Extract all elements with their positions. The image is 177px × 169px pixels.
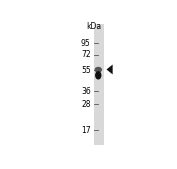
Text: 36: 36 — [81, 87, 91, 96]
Text: 72: 72 — [81, 50, 91, 59]
Bar — [94, 24, 104, 145]
Ellipse shape — [95, 71, 101, 80]
Text: 55: 55 — [81, 66, 91, 75]
Text: kDa: kDa — [86, 22, 101, 31]
Polygon shape — [107, 65, 113, 74]
Text: 17: 17 — [81, 126, 91, 135]
Text: 28: 28 — [81, 100, 91, 109]
Text: 95: 95 — [81, 39, 91, 47]
Ellipse shape — [95, 67, 102, 73]
